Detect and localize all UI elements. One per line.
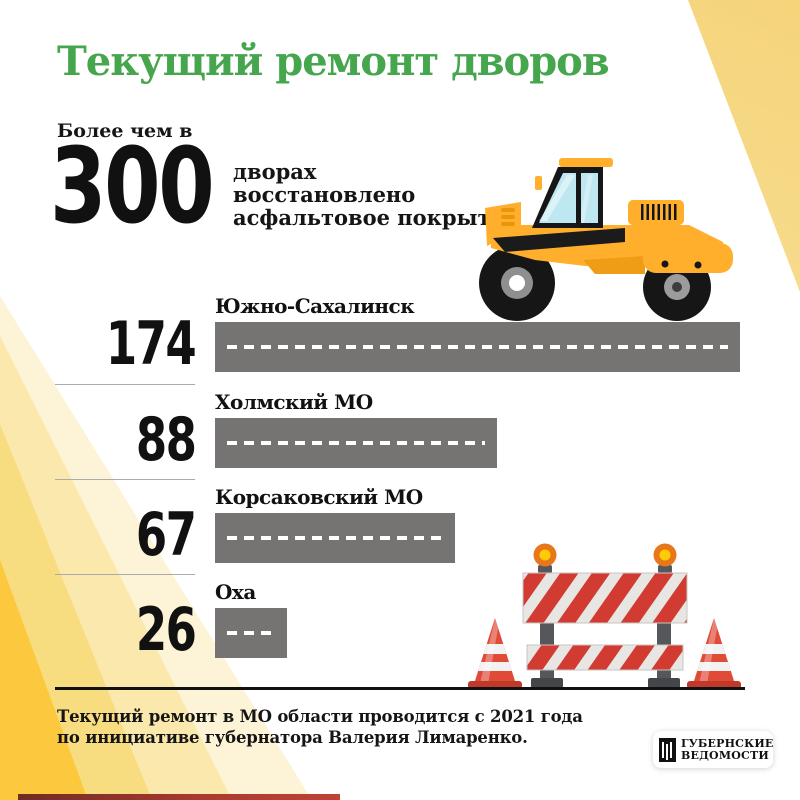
bar-value: 67: [135, 500, 196, 570]
roller-engine-box: [628, 200, 684, 225]
publisher-logo-icon: [659, 737, 676, 762]
publisher-logo: ГУБЕРНСКИЕ ВЕДОМОСТИ: [653, 731, 773, 768]
stat-description-line: восстановлено: [233, 182, 416, 207]
bar-label: Холмский МО: [215, 390, 373, 414]
chart-row: 174 Южно-Сахалинск: [0, 294, 800, 386]
row-divider: [55, 479, 195, 480]
bar-label: Южно-Сахалинск: [215, 294, 415, 318]
stat-description: дворах восстановлено асфальтовое покрыти…: [233, 160, 520, 229]
traffic-cone-icon: [687, 618, 741, 689]
bar-value: 88: [135, 405, 196, 475]
bar-value: 26: [135, 595, 196, 665]
stat-number: 300: [50, 125, 215, 247]
bottom-red-strip: [18, 794, 340, 800]
footer-note: Текущий ремонт в МО области проводится с…: [57, 706, 583, 748]
traffic-cone-icon: [468, 618, 522, 689]
road-centerline: [227, 631, 275, 635]
publisher-logo-line: ГУБЕРНСКИЕ: [681, 737, 774, 750]
chart-row: 88 Холмский МО: [0, 390, 800, 482]
stat-description-line: дворах: [233, 159, 317, 184]
bar-road: [215, 513, 455, 563]
road-centerline: [227, 536, 443, 540]
chart-row: 67 Корсаковский МО: [0, 485, 800, 577]
publisher-logo-text: ГУБЕРНСКИЕ ВЕДОМОСТИ: [681, 738, 774, 761]
bar-value: 174: [105, 309, 197, 379]
bar-road: [215, 322, 740, 372]
road-roller-icon: [479, 158, 733, 321]
bar-road: [215, 608, 287, 658]
bar-road: [215, 418, 497, 468]
bar-label: Оха: [215, 580, 256, 604]
roller-front-wheel: [479, 245, 555, 321]
barrier-boards: [522, 572, 688, 671]
stat-prefix: Более чем в: [57, 120, 193, 142]
road-barrier-icon: [468, 543, 741, 689]
road-centerline: [227, 345, 728, 349]
chart-row: 26 Оха: [0, 580, 800, 672]
warning-lamp-icon: [533, 543, 557, 573]
publisher-logo-line: ВЕДОМОСТИ: [681, 748, 769, 762]
row-divider: [55, 574, 195, 575]
footer-separator-line: [55, 687, 745, 690]
row-divider: [55, 384, 195, 385]
page-title: Текущий ремонт дворов: [57, 38, 610, 85]
footer-note-line: по инициативе губернатора Валерия Лимаре…: [57, 728, 528, 747]
roller-rear-fender: [643, 243, 733, 273]
roller-cab: [532, 158, 613, 228]
road-centerline: [227, 441, 485, 445]
bar-label: Корсаковский МО: [215, 485, 423, 509]
warning-lamp-icon: [653, 543, 677, 573]
footer-note-line: Текущий ремонт в МО области проводится с…: [57, 707, 583, 726]
stat-description-line: асфальтовое покрытие: [233, 205, 520, 230]
